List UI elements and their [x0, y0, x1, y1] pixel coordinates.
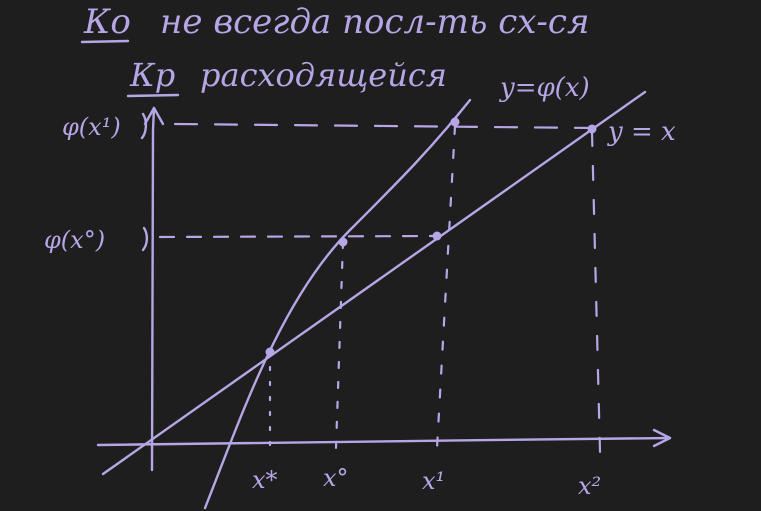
point-fixed	[265, 347, 275, 357]
point-identity-x1	[432, 231, 442, 241]
note-line-2-text: расходящейся	[200, 56, 447, 94]
y-tick-phi-x0-bracket	[141, 226, 149, 252]
guide-x1	[435, 124, 457, 450]
note-line-1-text: не всегда посл-ть сх-ся	[160, 2, 589, 42]
note-line-2-underline	[126, 93, 180, 98]
guide-phi-x1	[173, 122, 597, 130]
x-tick-x2: x²	[578, 472, 601, 500]
note-line-1-underline	[80, 39, 130, 44]
guide-x2	[590, 130, 602, 454]
x-axis	[96, 436, 672, 447]
label-identity-line: y = x	[607, 117, 676, 147]
y-axis-arrow-icon	[143, 106, 165, 126]
point-identity-x2	[587, 124, 597, 134]
x-tick-x1: x¹	[422, 467, 445, 495]
y-tick-phi-x0: φ(x°)	[44, 226, 105, 254]
y-tick-phi-x1: φ(x¹)	[62, 113, 121, 141]
x-tick-x0: x°	[323, 464, 349, 492]
label-phi-curve: y=φ(x)	[499, 73, 590, 103]
x-axis-arrow-icon	[652, 428, 672, 448]
guide-x0	[334, 240, 345, 450]
y-axis	[150, 106, 156, 472]
point-phi-x0	[338, 237, 348, 247]
x-tick-x-star: x*	[252, 466, 278, 494]
phi-curve	[203, 98, 472, 510]
y-tick-phi-x1-bracket	[140, 112, 148, 140]
note-line-2-underlined: Кр	[129, 56, 175, 94]
point-phi-x1	[450, 117, 460, 127]
identity-line	[101, 90, 647, 476]
guide-phi-x0	[158, 234, 437, 239]
note-line-1-underlined: Ко	[83, 2, 131, 42]
